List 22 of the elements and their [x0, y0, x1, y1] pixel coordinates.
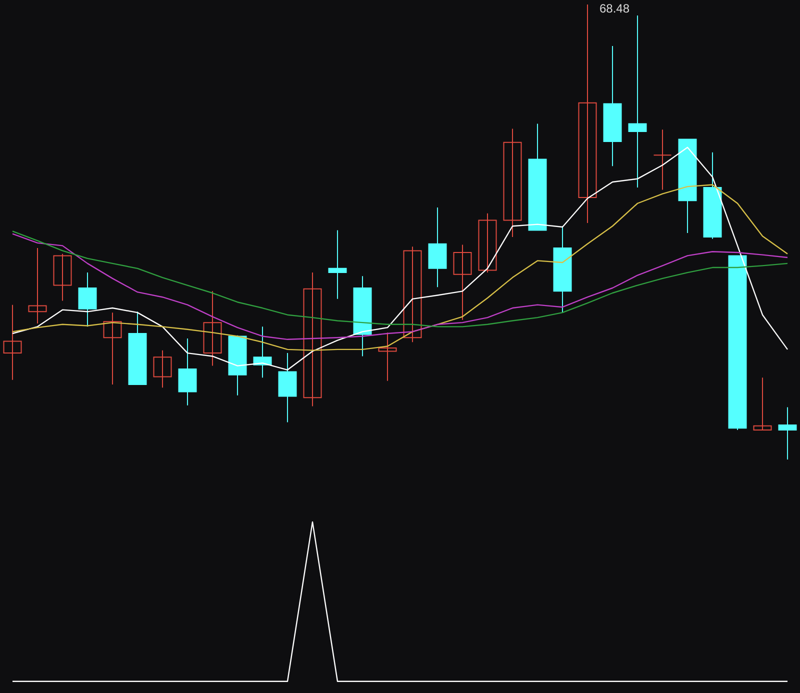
candlestick [303, 272, 322, 407]
candlestick [78, 272, 97, 328]
candlestick [778, 406, 797, 460]
candlestick [28, 247, 47, 324]
annotation: 68.48 [600, 2, 630, 16]
candlestick [153, 350, 172, 388]
candlestick [378, 332, 397, 382]
candlestick [578, 4, 597, 224]
candlestick [328, 230, 347, 300]
candlestick [653, 129, 672, 190]
candlestick [453, 244, 472, 320]
candlestick [628, 14, 647, 188]
candlestick [503, 128, 522, 238]
candlestick [103, 312, 122, 385]
candlestick [53, 253, 72, 302]
candlestick [253, 326, 272, 378]
candlestick [203, 290, 222, 366]
candlestick [403, 246, 422, 343]
candlestick [478, 212, 497, 274]
candlestick [178, 338, 197, 406]
candlestick [753, 377, 772, 430]
candlestick [3, 304, 22, 380]
